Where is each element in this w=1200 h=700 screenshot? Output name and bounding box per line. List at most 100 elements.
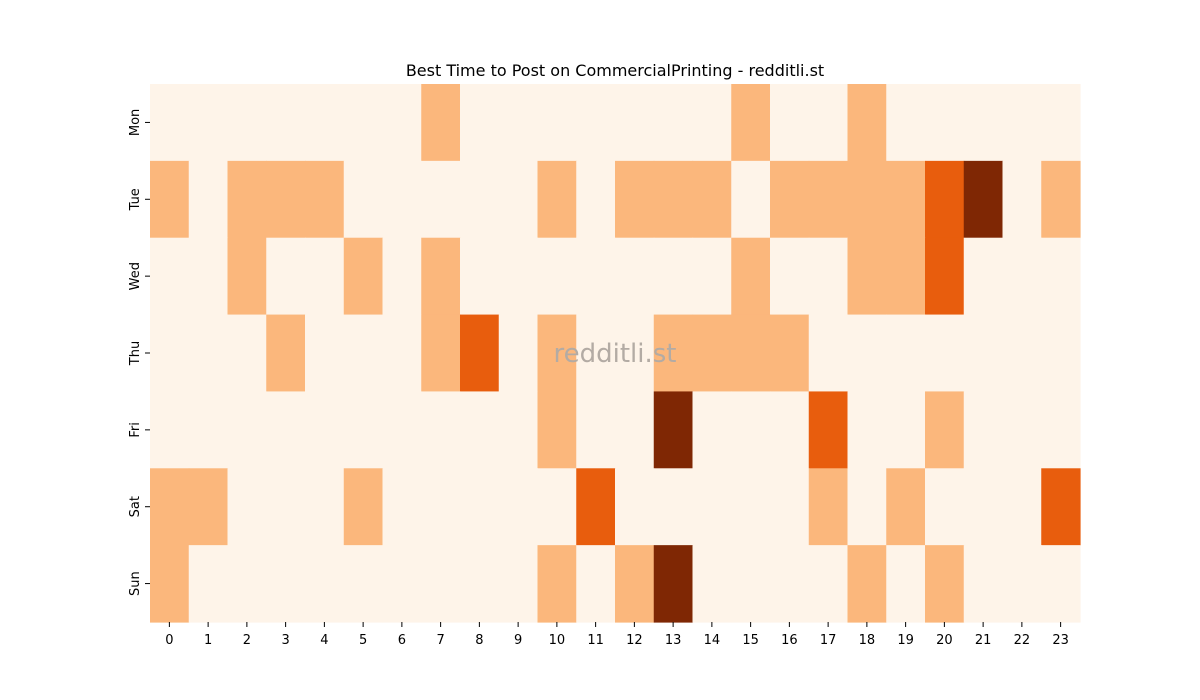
heatmap-cell-sun-2 — [227, 545, 267, 623]
heatmap-cell-thu-8 — [460, 314, 500, 393]
heatmap-cell-sun-4 — [305, 545, 345, 623]
x-tick-label: 1 — [204, 633, 212, 648]
heatmap-cell-fri-17 — [808, 391, 849, 469]
heatmap-cell-fri-1 — [188, 391, 229, 469]
heatmap-cell-sat-14 — [692, 468, 732, 546]
heatmap-cell-fri-10 — [537, 391, 577, 469]
heatmap-cell-tue-8 — [460, 160, 500, 239]
x-tick-label: 2 — [243, 633, 251, 648]
x-tick-label: 15 — [742, 633, 759, 648]
heatmap-cell-fri-18 — [847, 391, 887, 469]
heatmap-cell-thu-10 — [537, 314, 577, 393]
heatmap-cell-tue-15 — [731, 160, 771, 239]
heatmap-cell-sun-11 — [576, 545, 616, 623]
heatmap-cell-mon-15 — [731, 84, 771, 162]
heatmap-cell-mon-23 — [1041, 84, 1081, 162]
x-tick-label: 10 — [549, 633, 566, 648]
heatmap-cell-sun-19 — [886, 545, 926, 623]
heatmap-cell-sun-16 — [770, 545, 810, 623]
heatmap-cell-tue-22 — [1002, 160, 1042, 239]
heatmap-cell-fri-13 — [653, 391, 694, 469]
x-tick-label: 17 — [820, 633, 837, 648]
heatmap-cell-mon-4 — [305, 84, 345, 162]
heatmap-cell-tue-21 — [963, 160, 1004, 239]
heatmap-cell-sat-10 — [537, 468, 577, 546]
heatmap-cell-sat-22 — [1002, 468, 1042, 546]
heatmap-cell-fri-3 — [266, 391, 306, 469]
heatmap-cell-wed-4 — [305, 237, 345, 316]
x-tick-label: 13 — [665, 633, 682, 648]
heatmap-cell-mon-16 — [770, 84, 810, 162]
heatmap-cell-thu-17 — [808, 314, 849, 393]
heatmap-cell-wed-18 — [847, 237, 887, 316]
heatmap-cell-sat-0 — [150, 468, 190, 546]
heatmap-cell-mon-6 — [382, 84, 422, 162]
heatmap-cell-thu-19 — [886, 314, 926, 393]
heatmap-cell-tue-4 — [305, 160, 345, 239]
heatmap-cell-mon-9 — [498, 84, 539, 162]
y-tick-label: Tue — [128, 188, 143, 211]
heatmap-cell-sat-12 — [615, 468, 655, 546]
heatmap-cell-wed-10 — [537, 237, 577, 316]
heatmap-cell-mon-22 — [1002, 84, 1042, 162]
heatmap-cells — [150, 84, 1081, 623]
heatmap-cell-sat-11 — [576, 468, 616, 546]
heatmap-cell-sun-14 — [692, 545, 732, 623]
heatmap-cell-mon-5 — [343, 84, 384, 162]
heatmap-cell-wed-5 — [343, 237, 384, 316]
heatmap-cell-tue-23 — [1041, 160, 1081, 239]
heatmap-cell-tue-7 — [421, 160, 461, 239]
heatmap-cell-tue-19 — [886, 160, 926, 239]
heatmap-cell-wed-16 — [770, 237, 810, 316]
x-tick-label: 9 — [514, 633, 522, 648]
heatmap-cell-sun-9 — [498, 545, 539, 623]
heatmap-cell-tue-1 — [188, 160, 229, 239]
heatmap-cell-thu-12 — [615, 314, 655, 393]
heatmap-cell-wed-21 — [963, 237, 1004, 316]
heatmap-cell-tue-9 — [498, 160, 539, 239]
heatmap-cell-sun-0 — [150, 545, 190, 623]
x-tick-label: 21 — [975, 633, 992, 648]
x-tick-label: 0 — [165, 633, 173, 648]
heatmap-cell-mon-1 — [188, 84, 229, 162]
heatmap-cell-fri-22 — [1002, 391, 1042, 469]
heatmap-cell-sat-17 — [808, 468, 849, 546]
heatmap-cell-sat-8 — [460, 468, 500, 546]
heatmap-cell-thu-5 — [343, 314, 384, 393]
heatmap-cell-wed-2 — [227, 237, 267, 316]
heatmap-cell-thu-0 — [150, 314, 190, 393]
heatmap-cell-wed-1 — [188, 237, 229, 316]
heatmap-cell-fri-7 — [421, 391, 461, 469]
heatmap-cell-fri-21 — [963, 391, 1004, 469]
heatmap-cell-sun-3 — [266, 545, 306, 623]
heatmap-cell-mon-21 — [963, 84, 1004, 162]
heatmap-cell-tue-17 — [808, 160, 849, 239]
heatmap-cell-tue-18 — [847, 160, 887, 239]
heatmap-cell-thu-16 — [770, 314, 810, 393]
heatmap-cell-thu-14 — [692, 314, 732, 393]
heatmap-cell-tue-11 — [576, 160, 616, 239]
heatmap-cell-fri-0 — [150, 391, 190, 469]
heatmap-cell-wed-22 — [1002, 237, 1042, 316]
heatmap-cell-wed-20 — [925, 237, 965, 316]
heatmap-cell-mon-2 — [227, 84, 267, 162]
heatmap-cell-thu-4 — [305, 314, 345, 393]
heatmap-cell-tue-13 — [653, 160, 694, 239]
heatmap-cell-fri-4 — [305, 391, 345, 469]
heatmap-cell-fri-23 — [1041, 391, 1081, 469]
heatmap-cell-sun-5 — [343, 545, 384, 623]
heatmap-cell-fri-16 — [770, 391, 810, 469]
heatmap-cell-wed-23 — [1041, 237, 1081, 316]
heatmap-cell-sun-18 — [847, 545, 887, 623]
y-axis: Mon Tue Wed Thu Fri Sat Sun — [128, 109, 150, 596]
heatmap-cell-thu-1 — [188, 314, 229, 393]
y-tick-label: Wed — [128, 262, 143, 290]
heatmap-cell-sat-7 — [421, 468, 461, 546]
heatmap-cell-fri-19 — [886, 391, 926, 469]
heatmap-cell-thu-18 — [847, 314, 887, 393]
heatmap-cell-thu-6 — [382, 314, 422, 393]
heatmap-cell-wed-11 — [576, 237, 616, 316]
heatmap-cell-wed-14 — [692, 237, 732, 316]
x-tick-label: 7 — [436, 633, 444, 648]
